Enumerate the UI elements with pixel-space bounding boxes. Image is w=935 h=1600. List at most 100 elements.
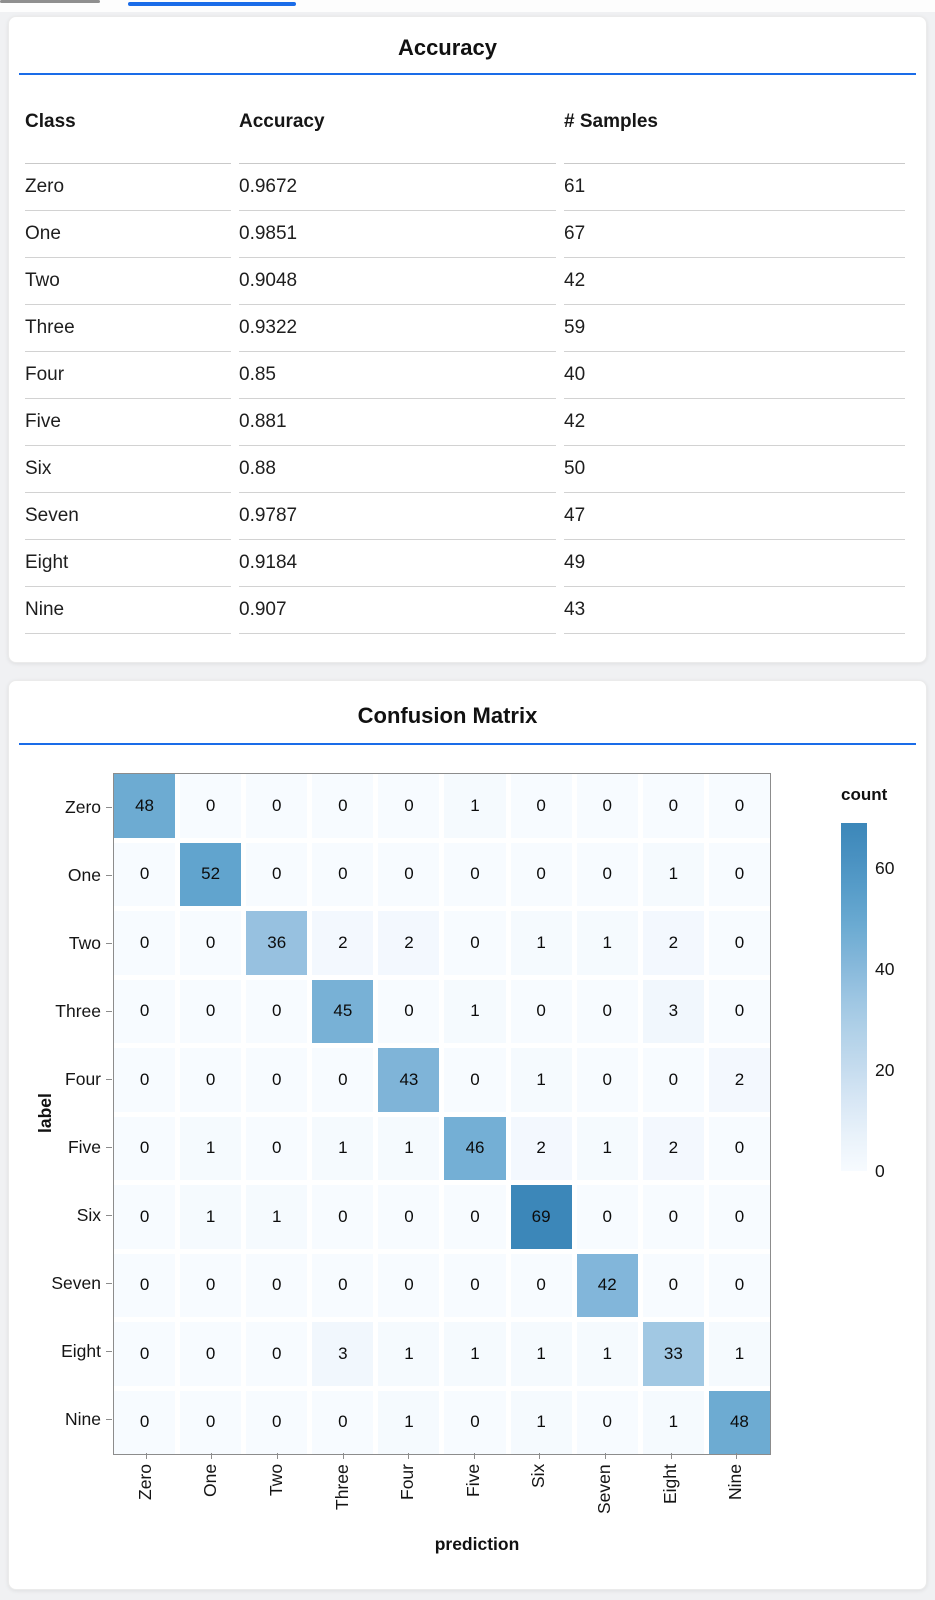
accuracy-table-cell: 0.9672: [239, 164, 556, 211]
heatmap-cell: 1: [576, 1116, 638, 1180]
heatmap-cell: 0: [444, 842, 506, 906]
top-tab-strip: [0, 0, 935, 12]
heatmap-cell: 0: [114, 1253, 176, 1317]
heatmap-cell: 2: [708, 1048, 770, 1112]
heatmap-cell: 0: [444, 1253, 506, 1317]
heatmap-cell: 0: [576, 774, 638, 838]
accuracy-table-cell: 61: [564, 164, 905, 211]
tab-indicator-inactive[interactable]: [0, 0, 100, 3]
heatmap-cell: 0: [114, 1322, 176, 1386]
x-axis-tick: [539, 1453, 541, 1459]
heatmap-cell: 0: [576, 1390, 638, 1454]
heatmap-cell: 2: [510, 1116, 572, 1180]
heatmap-plot: 48 0 0 0 0 1 0 0 0 0 0 52 0 0 0 0 0 0 1 0 0 0 36 2 2 0 1 1 2 0 0 0 0 45 0 1…: [113, 773, 771, 1455]
heatmap-cell: 1: [576, 911, 638, 975]
heatmap-cell: 0: [378, 1253, 440, 1317]
accuracy-table-cell: Two: [25, 258, 231, 305]
y-axis-label: Six: [76, 1205, 101, 1225]
accuracy-table-cell: Nine: [25, 587, 231, 634]
accuracy-table-cell: 0.85: [239, 352, 556, 399]
y-axis-title: label: [35, 1093, 55, 1133]
heatmap-cell: 0: [378, 1185, 440, 1249]
heatmap-cell: 0: [114, 842, 176, 906]
heatmap-cell: 0: [642, 1253, 704, 1317]
accuracy-table-cell: 49: [564, 540, 905, 587]
heatmap-cell: 0: [180, 911, 242, 975]
x-axis-tick: [342, 1453, 344, 1459]
heatmap-cell: 0: [312, 1048, 374, 1112]
x-axis-tick: [605, 1453, 606, 1459]
heatmap-cell: 0: [246, 1253, 308, 1317]
heatmap-cell: 45: [312, 979, 374, 1043]
heatmap-cell: 0: [510, 979, 572, 1043]
x-axis-tick: [670, 1453, 672, 1459]
heatmap-cell: 1: [378, 1390, 440, 1454]
accuracy-table-cell: Five: [25, 399, 231, 446]
heatmap-cell: 0: [708, 1116, 770, 1180]
accuracy-table-cell: 43: [564, 587, 905, 634]
y-axis-label: Four: [65, 1069, 101, 1089]
accuracy-table-cell: 50: [564, 446, 905, 493]
heatmap-cell: 42: [576, 1253, 638, 1317]
accuracy-table-cell: Four: [25, 352, 231, 399]
heatmap-cell: 0: [708, 842, 770, 906]
heatmap-cell: 1: [378, 1116, 440, 1180]
heatmap-cell: 1: [444, 774, 506, 838]
heatmap-cell: 0: [246, 1322, 308, 1386]
heatmap-cell: 0: [114, 911, 176, 975]
heatmap-cell: 0: [444, 1048, 506, 1112]
heatmap-cell: 0: [312, 842, 374, 906]
heatmap-cell: 1: [510, 1048, 572, 1112]
legend-tick-label: 20: [875, 1060, 895, 1081]
y-axis-label: Nine: [65, 1409, 101, 1429]
heatmap-cell: 2: [378, 911, 440, 975]
accuracy-card: Accuracy Class Accuracy # Samples Zero 0.967…: [8, 16, 927, 663]
heatmap-cell: 1: [180, 1116, 242, 1180]
heatmap-cell: 0: [576, 842, 638, 906]
heatmap-cell: 0: [180, 1390, 242, 1454]
legend-tick-label: 60: [875, 858, 895, 879]
heatmap-cell: 0: [708, 979, 770, 1043]
heatmap-cell: 0: [708, 1185, 770, 1249]
heatmap-cell: 0: [180, 1048, 242, 1112]
heatmap-cell: 1: [378, 1322, 440, 1386]
accuracy-table-cell: 0.907: [239, 587, 556, 634]
y-axis-label: Two: [68, 933, 101, 953]
accuracy-table-cell: 59: [564, 305, 905, 352]
confusion-matrix-card: Confusion Matrix 48 0 0 0 0 1 0 0 0 0 0 52 0 0 0 0 0 0 1 0 0…: [8, 680, 927, 1590]
heatmap-cell: 0: [246, 1048, 308, 1112]
heatmap-cell: 52: [180, 842, 242, 906]
y-axis-tick: [106, 1011, 112, 1012]
accuracy-table-cell: One: [25, 211, 231, 258]
heatmap-cell: 0: [246, 979, 308, 1043]
accuracy-table-cell: Zero: [25, 164, 231, 211]
heatmap-cell: 0: [180, 774, 242, 838]
heatmap-cell: 1: [576, 1322, 638, 1386]
heatmap-cell: 1: [246, 1185, 308, 1249]
confusion-matrix-card-title: Confusion Matrix: [357, 703, 538, 728]
heatmap-cell: 0: [576, 979, 638, 1043]
heatmap-cell: 0: [708, 911, 770, 975]
x-axis-title: prediction: [434, 1534, 520, 1554]
accuracy-table-header: Accuracy: [239, 103, 556, 164]
heatmap-cell: 1: [510, 1390, 572, 1454]
heatmap-cell: 0: [708, 774, 770, 838]
heatmap-cell: 0: [510, 1253, 572, 1317]
heatmap-cell: 0: [444, 911, 506, 975]
x-axis-tick: [277, 1453, 278, 1459]
y-axis-tick: [106, 943, 112, 944]
accuracy-card-title: Accuracy: [397, 35, 498, 60]
heatmap-cell: 0: [180, 1253, 242, 1317]
heatmap-cell: 46: [444, 1116, 506, 1180]
heatmap-cell: 0: [312, 774, 374, 838]
heatmap-cell: 69: [510, 1185, 572, 1249]
tab-indicator-active[interactable]: [128, 2, 296, 6]
heatmap-cell: 1: [510, 1322, 572, 1386]
heatmap-cell: 43: [378, 1048, 440, 1112]
heatmap-cell: 0: [378, 774, 440, 838]
y-axis-label: Eight: [61, 1341, 101, 1361]
confusion-matrix-title-underline: [19, 743, 916, 745]
accuracy-table-cell: 0.9184: [239, 540, 556, 587]
heatmap-cell: 0: [180, 1322, 242, 1386]
heatmap-cell: 1: [444, 1322, 506, 1386]
